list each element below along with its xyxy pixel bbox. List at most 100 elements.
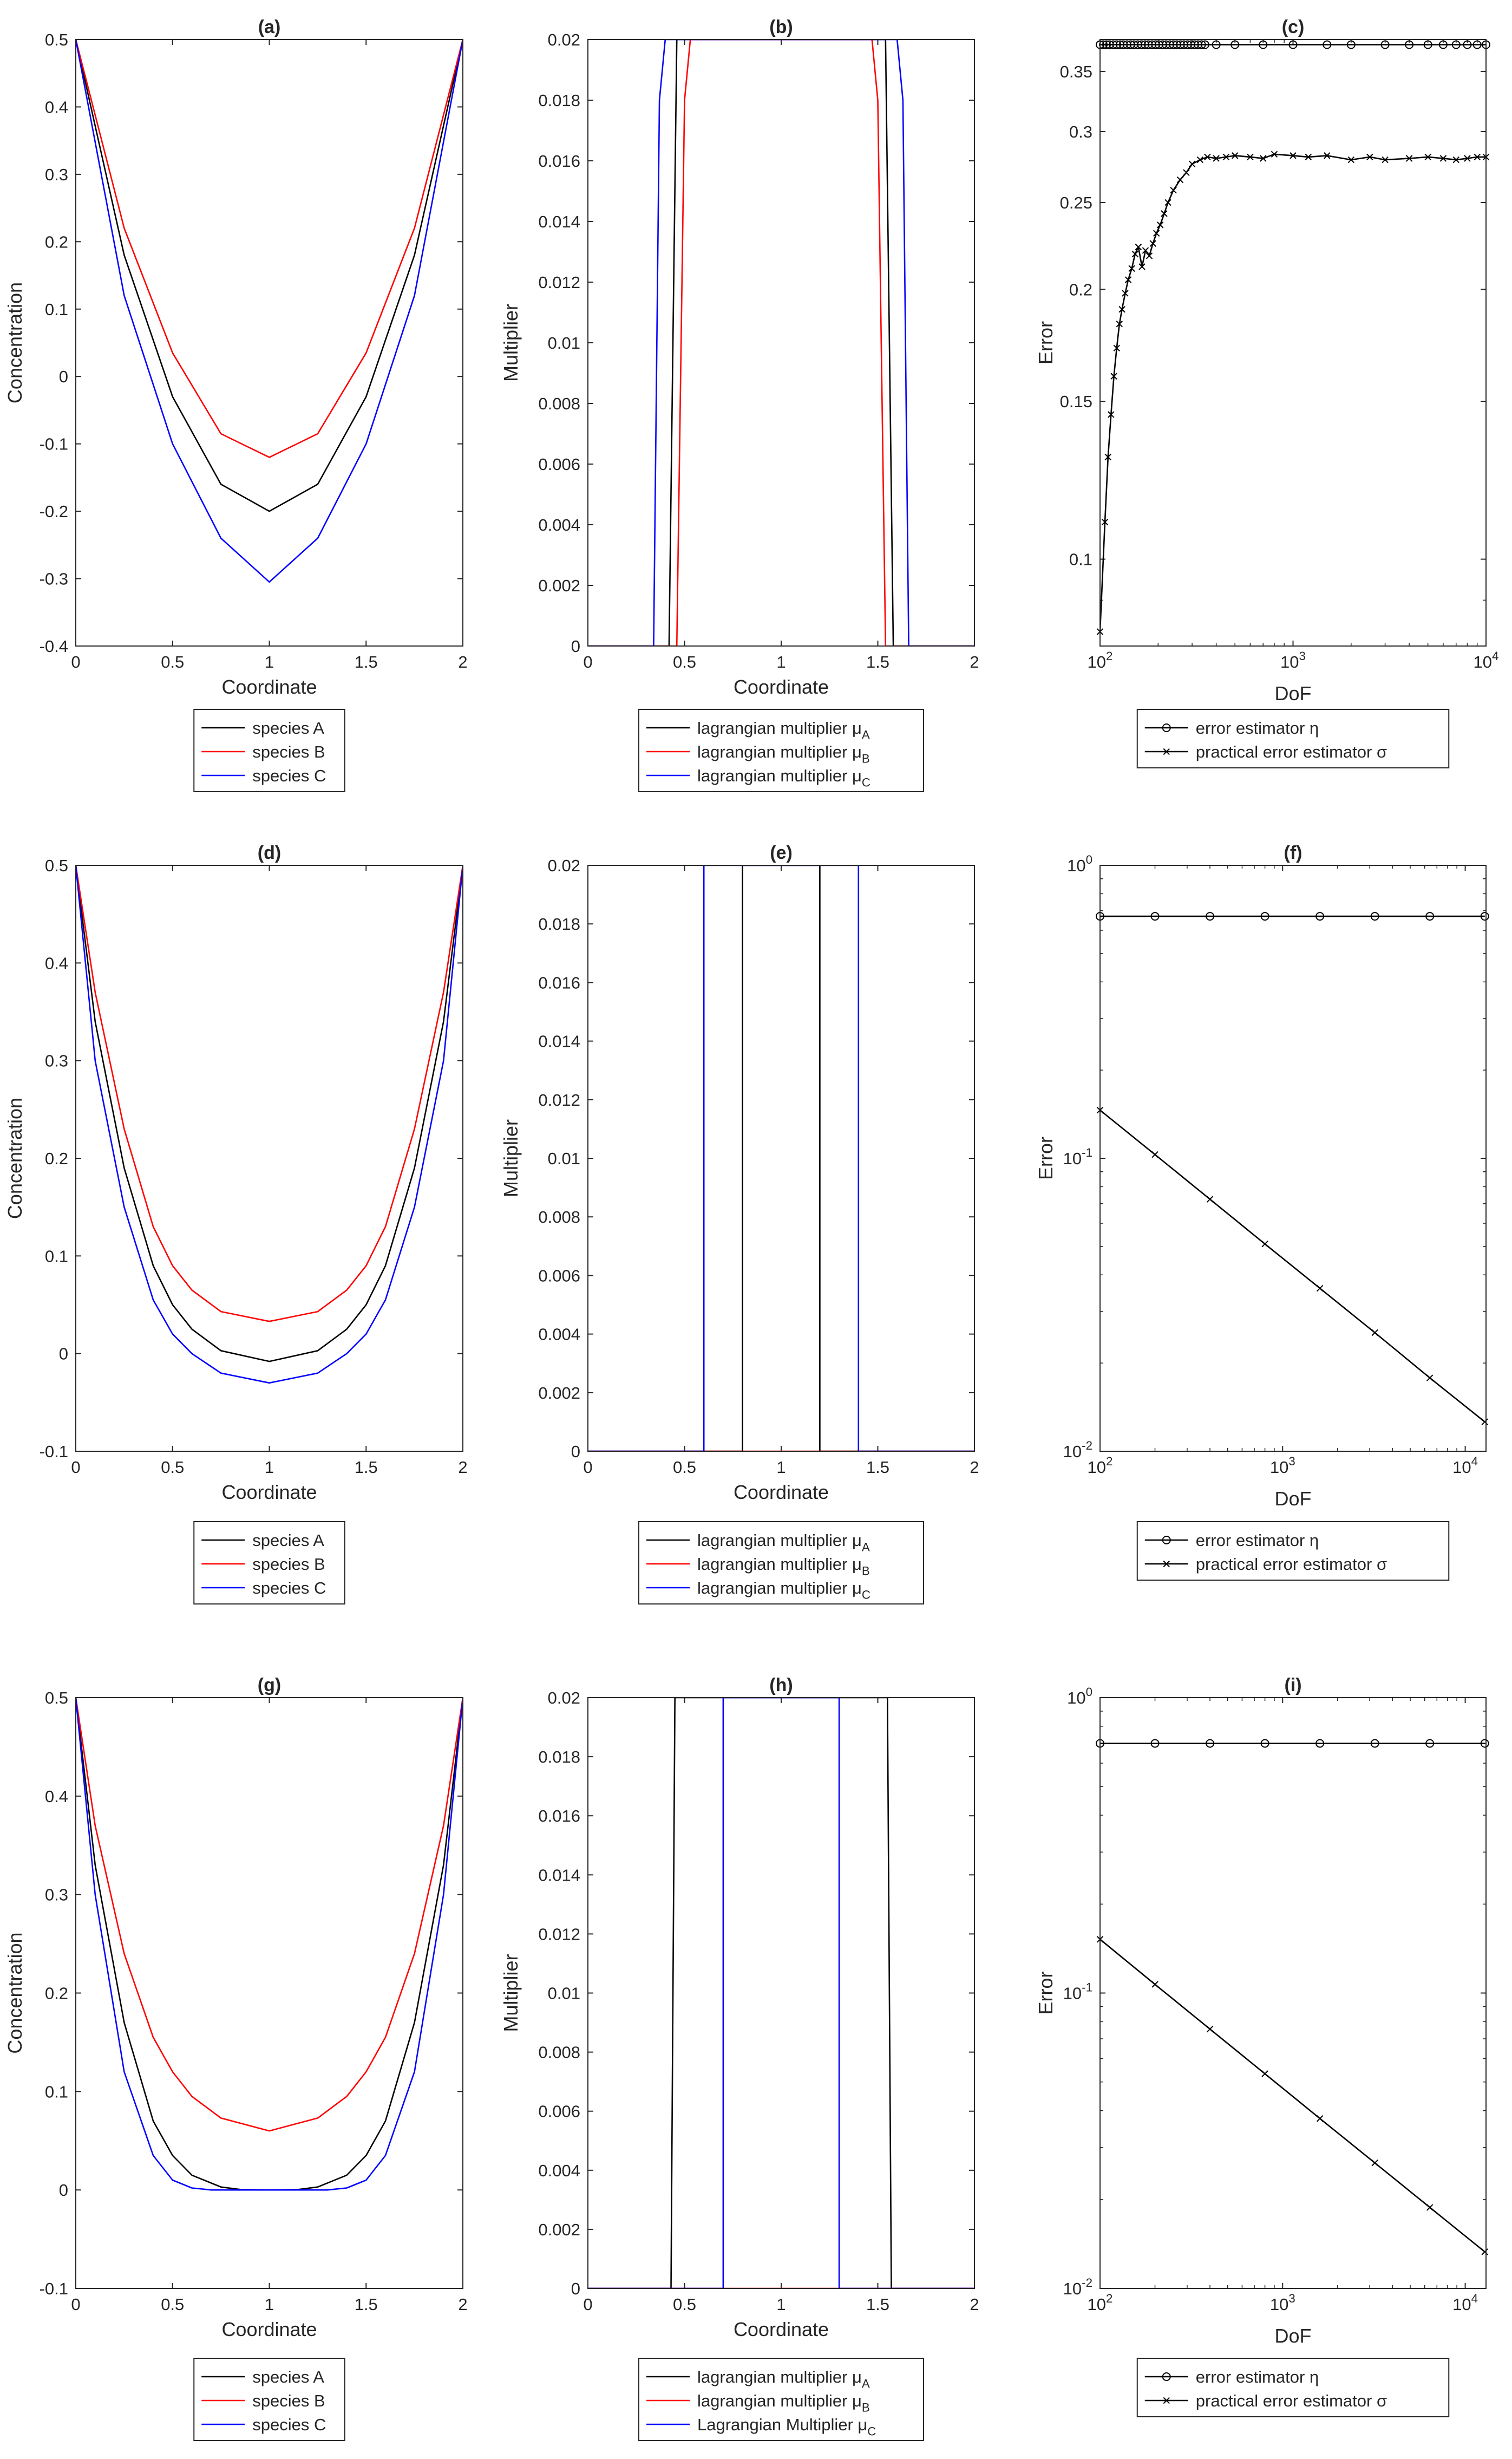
axes-box <box>75 39 463 647</box>
text-run: 0 <box>59 2181 68 2200</box>
text-run: 0.006 <box>538 1266 580 1285</box>
text-run: 0.5 <box>673 1458 696 1477</box>
x-tick-label: 103 <box>1280 649 1306 671</box>
text-run: 0.02 <box>548 30 580 49</box>
y-tick-label: 0.2 <box>45 232 68 251</box>
data-point-circle <box>1346 40 1356 49</box>
legend-entry-label: lagrangian multiplier μB <box>697 1555 870 1577</box>
data-point-x <box>1188 160 1196 168</box>
x-tick-label: 2 <box>970 2295 979 2314</box>
x-tick-label: 1.5 <box>355 653 378 671</box>
y-tick-label: 0.018 <box>538 915 580 934</box>
text-run: 0.006 <box>538 2102 580 2121</box>
data-point-x <box>1104 453 1111 461</box>
text-run: 0.016 <box>538 152 580 171</box>
text-run: Concentration <box>4 1932 26 2053</box>
text-run: 1.5 <box>866 1458 889 1477</box>
y-tick-label: 0.02 <box>548 30 580 49</box>
y-tick-label: 0.3 <box>45 1052 68 1071</box>
text-run: lagrangian multiplier μ <box>697 1579 862 1597</box>
data-point-x <box>1222 153 1230 161</box>
text-run: 1 <box>776 2295 786 2314</box>
text-run: 0.2 <box>45 1149 68 1168</box>
legend-entry-label: lagrangian multiplier μA <box>697 2367 870 2390</box>
text-run: 1.5 <box>355 2295 378 2314</box>
x-tick-label: 1.5 <box>866 2295 889 2314</box>
legend-entry-label: species B <box>252 2391 325 2410</box>
text-run: Error <box>1035 321 1057 364</box>
x-tick-label: 0 <box>583 1458 592 1477</box>
text-run: lagrangian multiplier μ <box>697 1555 862 1574</box>
data-point-circle <box>1260 1739 1269 1748</box>
legend-entry-label: error estimator η <box>1196 1531 1319 1550</box>
data-point-circle <box>1451 40 1461 49</box>
panel-h: 0 0.5 1 1.5 2 0 0.002 0.004 0.006 0.008 0.01 0.012 0… <box>500 1675 979 2441</box>
y-tick-label: 0.3 <box>45 165 68 184</box>
series-line-c <box>588 40 974 646</box>
data-point-circle <box>1102 40 1111 49</box>
y-tick-label: -0.3 <box>40 570 68 589</box>
legend-entry-label: species C <box>252 2415 326 2434</box>
y-axis-label: Multiplier <box>500 1954 522 2032</box>
text-run: 1.5 <box>355 653 378 671</box>
y-tick-label: 0.1 <box>45 300 68 319</box>
text-run: 0.004 <box>538 2161 580 2180</box>
y-tick-label: 0.004 <box>538 1325 580 1344</box>
data-point-x <box>1290 152 1297 159</box>
text-run: error estimator η <box>1196 1531 1319 1550</box>
legend: error estimator η practical error estimat… <box>1136 709 1450 768</box>
data-point-circle <box>1206 1739 1215 1748</box>
text-run: 1 <box>265 2295 274 2314</box>
x-axis-label: DoF <box>1274 2325 1311 2347</box>
plot-area <box>76 865 463 1451</box>
y-tick-label: 0.006 <box>538 2102 580 2121</box>
axes-box <box>1099 865 1487 1452</box>
data-point-circle <box>1423 40 1432 49</box>
y-tick-label: 0.012 <box>538 1925 580 1943</box>
text-run: Coordinate <box>221 2318 317 2340</box>
text-run: 0.1 <box>45 2082 68 2101</box>
x-tick-label: 102 <box>1088 1454 1113 1477</box>
y-axis-label: Multiplier <box>500 1119 522 1197</box>
data-point-x <box>1261 2070 1268 2077</box>
panel-title: (e) <box>770 843 793 863</box>
text-run: 10 <box>1063 1149 1082 1168</box>
text-run: 0.018 <box>538 91 580 110</box>
text-run: species B <box>252 1555 325 1574</box>
data-point-x <box>1124 276 1132 283</box>
data-point-x <box>1481 1418 1488 1425</box>
x-tick-label: 0 <box>71 1458 80 1477</box>
superscript: -2 <box>1082 2276 1092 2290</box>
axes-box <box>587 865 975 1452</box>
y-tick-label: 0.5 <box>45 30 68 49</box>
data-point-x <box>1204 153 1211 161</box>
data-point-x <box>1135 243 1142 251</box>
axes-box <box>587 1697 975 2289</box>
x-tick-label: 1 <box>265 1458 274 1477</box>
text-run: 10 <box>1270 2295 1288 2314</box>
y-tick-label: 0 <box>571 1442 580 1461</box>
legend-entry-label: practical error estimator σ <box>1196 742 1387 761</box>
superscript: -1 <box>1082 1146 1092 1159</box>
text-run: 0.012 <box>538 1091 580 1110</box>
y-tick-label: 100 <box>1067 853 1092 875</box>
text-run: 0 <box>59 1345 68 1364</box>
y-axis-label: Error <box>1035 1137 1057 1180</box>
text-run: 0.35 <box>1060 62 1092 81</box>
x-tick-label: 0 <box>583 653 592 671</box>
data-point-x <box>1405 155 1413 162</box>
x-tick-label: 0.5 <box>673 1458 696 1477</box>
text-run: 0.2 <box>45 232 68 251</box>
legend-marker-x <box>1163 1560 1170 1568</box>
y-tick-label: 10-2 <box>1063 2276 1092 2298</box>
text-run: lagrangian multiplier μ <box>697 766 862 785</box>
x-tick-label: 103 <box>1270 1454 1295 1477</box>
data-point-circle <box>1315 912 1325 921</box>
x-axis-label: Coordinate <box>221 2318 317 2340</box>
text-run: species C <box>252 1579 326 1597</box>
text-run: -0.1 <box>40 1442 68 1461</box>
y-tick-label: 0.002 <box>538 2220 580 2239</box>
data-point-x <box>1474 153 1481 161</box>
